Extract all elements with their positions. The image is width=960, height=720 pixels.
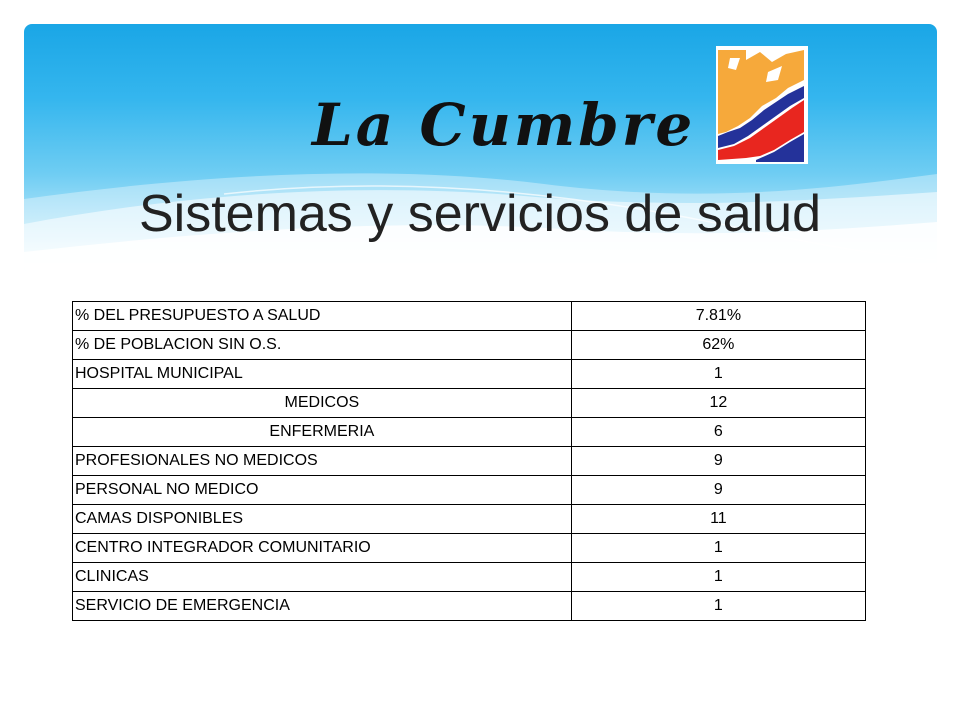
row-value: 1 [570, 533, 867, 563]
table-row: % DEL PRESUPUESTO A SALUD 7.81% [72, 301, 867, 331]
row-value: 12 [570, 388, 867, 418]
row-value: 9 [570, 446, 867, 476]
slide-subtitle: Sistemas y servicios de salud [138, 185, 822, 243]
table-row: CLINICAS 1 [72, 562, 867, 592]
row-value: 11 [570, 504, 867, 534]
row-label: CLINICAS [72, 562, 572, 592]
row-value: 1 [570, 359, 867, 389]
row-label: PERSONAL NO MEDICO [72, 475, 572, 505]
page-title: La Cumbre [312, 91, 696, 159]
row-label: CAMAS DISPONIBLES [72, 504, 572, 534]
table-row: PERSONAL NO MEDICO 9 [72, 475, 867, 505]
table-row: CAMAS DISPONIBLES 11 [72, 504, 867, 534]
row-label: % DEL PRESUPUESTO A SALUD [72, 301, 572, 331]
row-label: SERVICIO DE EMERGENCIA [72, 591, 572, 621]
row-value: 1 [570, 591, 867, 621]
row-label: CENTRO INTEGRADOR COMUNITARIO [72, 533, 572, 563]
row-label: HOSPITAL MUNICIPAL [72, 359, 572, 389]
row-label: ENFERMERIA [72, 417, 572, 447]
wave-decoration [24, 173, 937, 274]
table-row: HOSPITAL MUNICIPAL 1 [72, 359, 867, 389]
health-services-table: % DEL PRESUPUESTO A SALUD 7.81% % DE POB… [72, 301, 867, 621]
row-value: 6 [570, 417, 867, 447]
row-value: 9 [570, 475, 867, 505]
row-label: MEDICOS [72, 388, 572, 418]
table-row: CENTRO INTEGRADOR COMUNITARIO 1 [72, 533, 867, 563]
table-row: % DE POBLACION SIN O.S. 62% [72, 330, 867, 360]
table-row: SERVICIO DE EMERGENCIA 1 [72, 591, 867, 621]
table-row: PROFESIONALES NO MEDICOS 9 [72, 446, 867, 476]
la-cumbre-logo-icon [716, 46, 808, 164]
row-value: 1 [570, 562, 867, 592]
row-value: 62% [570, 330, 867, 360]
row-label: % DE POBLACION SIN O.S. [72, 330, 572, 360]
row-label: PROFESIONALES NO MEDICOS [72, 446, 572, 476]
row-value: 7.81% [570, 301, 867, 331]
table-row: ENFERMERIA 6 [72, 417, 867, 447]
table-row: MEDICOS 12 [72, 388, 867, 418]
